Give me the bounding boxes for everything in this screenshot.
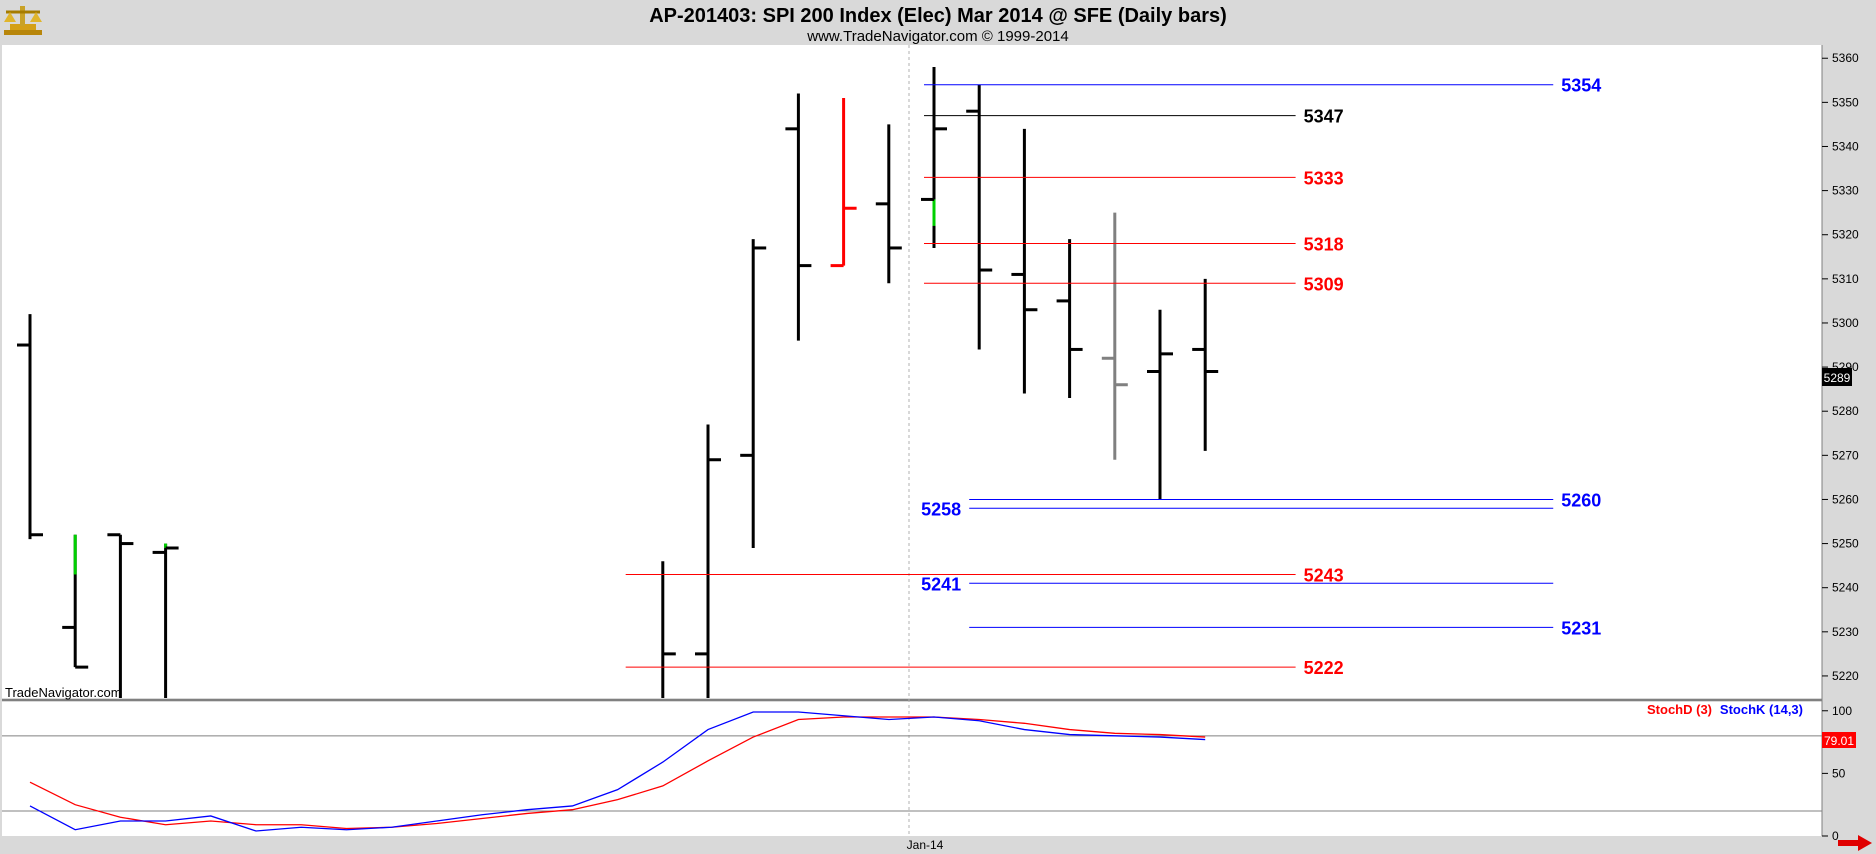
level-label: 5260 [1561, 490, 1601, 510]
ohlc-bar [921, 67, 947, 248]
price-tick-label: 5340 [1832, 139, 1859, 153]
ohlc-bar [17, 314, 43, 540]
stoch-last-badge [1822, 732, 1856, 748]
red-right-arrow-icon[interactable] [1838, 835, 1872, 851]
price-tick-label: 5250 [1832, 537, 1859, 551]
price-tick-label: 5270 [1832, 448, 1859, 462]
ohlc-bar [966, 84, 993, 350]
ohlc-bar [62, 534, 89, 669]
level-label: 5318 [1304, 235, 1344, 255]
stoch-series-line [29, 711, 1206, 832]
stoch-tick-label: 0 [1832, 829, 1839, 843]
stoch-axis: 0 50 100 [2, 704, 1852, 843]
ohlc-bar [107, 533, 134, 698]
ohlc-bar [1192, 278, 1219, 451]
ohlc-bar [830, 97, 857, 268]
level-label: 5258 [921, 499, 961, 519]
price-tick-label: 5350 [1832, 95, 1859, 109]
watermark: TradeNavigator.com [5, 685, 122, 700]
chart-subtitle: www.TradeNavigator.com © 1999-2014 [806, 28, 1068, 45]
level-label: 5333 [1304, 168, 1344, 188]
ohlc-bar [740, 239, 767, 548]
price-levels: 5354 5347 5333 5318 5309 5260 5258 5243 5241 5231… [625, 76, 1601, 678]
ohlc-bar [1101, 212, 1128, 460]
date-tick-label: Jan-14 [907, 838, 944, 852]
legend-stochk: StochK (14,3) [1720, 702, 1803, 717]
level-label: 5309 [1304, 274, 1344, 294]
price-tick-label: 5230 [1832, 625, 1859, 639]
price-axis: 5220523052405250526052705280529053005310… [1822, 51, 1859, 683]
price-tick-label: 5360 [1832, 51, 1859, 65]
price-tick-label: 5260 [1832, 492, 1859, 506]
price-tick-label: 5240 [1832, 581, 1859, 595]
ohlc-bar [1056, 239, 1083, 398]
ohlc-bar [1147, 309, 1173, 500]
stoch-series-line [29, 716, 1206, 830]
brass-scale-logo-icon [4, 6, 42, 35]
ohlc-bar [695, 424, 721, 698]
level-label: 5231 [1561, 618, 1601, 638]
last-price-badge [1822, 368, 1852, 386]
chart-title: AP-201403: SPI 200 Index (Elec) Mar 2014… [649, 5, 1227, 27]
stoch-panel-bg [2, 702, 1822, 836]
ohlc-bar [661, 561, 676, 698]
price-panel-bg [2, 45, 1822, 698]
price-tick-label: 5220 [1832, 669, 1859, 683]
stoch-lines [29, 711, 1206, 832]
last-price-label: 5289 [1824, 371, 1851, 385]
level-label: 5241 [921, 574, 961, 594]
stoch-tick-label: 100 [1832, 704, 1852, 718]
price-tick-label: 5310 [1832, 272, 1859, 286]
ohlc-bar [152, 543, 179, 698]
ohlc-bar [1011, 128, 1038, 394]
legend-stochd: StochD (3) [1647, 702, 1712, 717]
ohlc-bar [785, 93, 812, 341]
level-label: 5243 [1304, 565, 1344, 585]
level-label: 5354 [1561, 76, 1601, 96]
level-label: 5222 [1304, 658, 1344, 678]
price-tick-label: 5330 [1832, 184, 1859, 198]
price-tick-label: 5300 [1832, 316, 1859, 330]
price-tick-label: 5280 [1832, 404, 1859, 418]
ohlc-bar [875, 124, 902, 284]
stoch-last-label: 79.01 [1824, 734, 1854, 748]
ohlc-bars [17, 67, 1219, 698]
stoch-tick-label: 50 [1832, 766, 1846, 780]
level-label: 5347 [1304, 107, 1344, 127]
price-tick-label: 5320 [1832, 228, 1859, 242]
